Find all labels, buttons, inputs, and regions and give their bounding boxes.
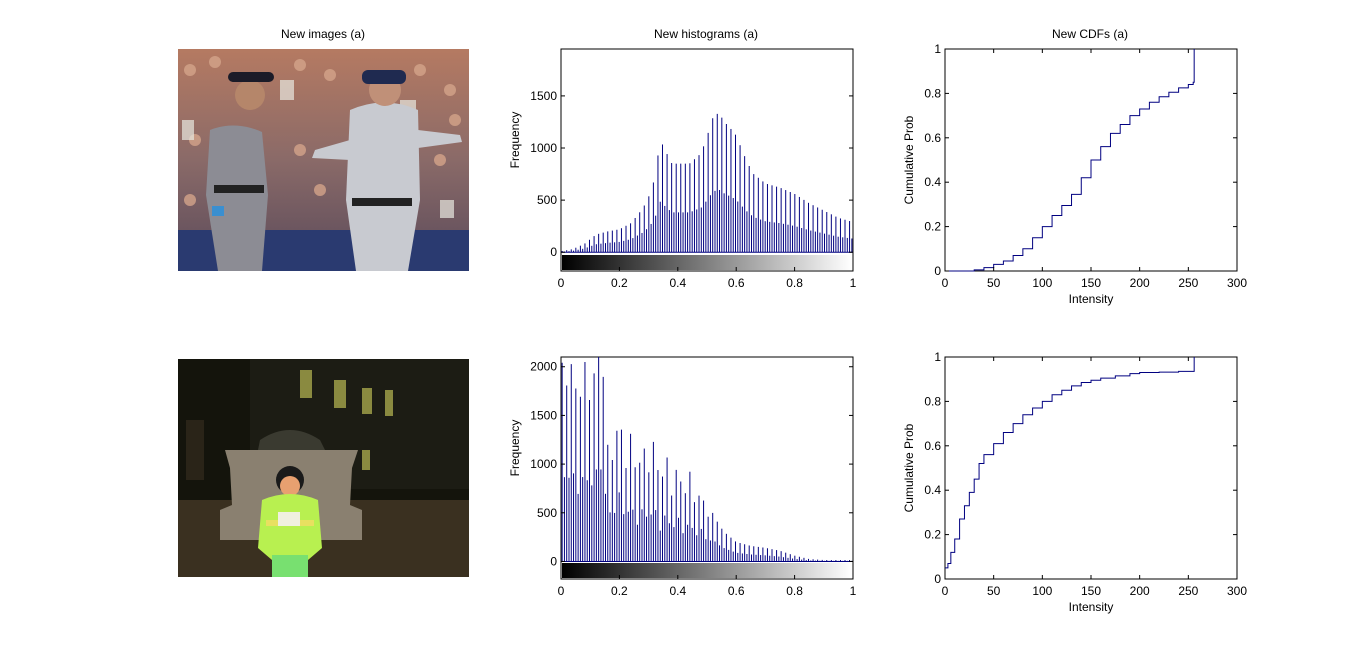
hist-bottom-ytick-label: 1000 (530, 457, 557, 471)
histogram-bottom: 0 500 1000 1500 2000 0 0.2 0.4 0.6 0.8 1 Frequency (508, 356, 857, 598)
cdf-bottom-ytick-label: 0.6 (924, 439, 941, 453)
cdf-bottom-xtick-label: 0 (942, 584, 949, 598)
cdf-top-xtick-label: 0 (942, 276, 949, 290)
hist-top-xtick-label: 0 (558, 276, 565, 290)
cdf-top-xtick-label: 300 (1227, 276, 1247, 290)
hist-top-ytick-label: 0 (550, 245, 557, 259)
hist-bottom-xtick-label: 0.4 (669, 584, 686, 598)
cdf-top-line (945, 49, 1195, 272)
cdf-bottom-ytick-label: 0.4 (924, 483, 941, 497)
hist-bottom-ytick-label: 500 (537, 506, 557, 520)
cdf-bottom-xtick-label: 100 (1032, 584, 1052, 598)
hist-bottom-ytick-label: 0 (550, 554, 557, 568)
cdf-bottom-xtick-label: 150 (1081, 584, 1101, 598)
cdf-top-ytick-label: 0.6 (924, 131, 941, 145)
hist-bottom-colorbar (562, 563, 852, 578)
hist-bottom-xtick-label: 0.6 (728, 584, 745, 598)
cdf-top-ytick-label: 0.2 (924, 220, 941, 234)
child-at-night-photo (178, 359, 469, 577)
cdf-bottom-xtick-label: 300 (1227, 584, 1247, 598)
cdf-top-xtick-label: 100 (1032, 276, 1052, 290)
cdf-top-ylabel: Cumulative Prob (902, 115, 916, 204)
col-title-cdfs: New CDFs (a) (1052, 27, 1128, 41)
cdf-top-ytick-label: 0 (934, 264, 941, 278)
cdf-bottom-xtick-label: 200 (1130, 584, 1150, 598)
hist-bottom-xtick-label: 1 (850, 584, 857, 598)
cdf-top: 0 0.2 0.4 0.6 0.8 1 0 50 100 150 200 250 300 Intensit… (902, 42, 1247, 306)
col-title-histograms: New histograms (a) (654, 27, 758, 41)
cdf-top-xtick-label: 200 (1130, 276, 1150, 290)
hist-bottom-ytick-label: 2000 (530, 360, 557, 374)
hist-top-ytick-label: 500 (537, 193, 557, 207)
baseball-umpire-and-manager-photo (178, 49, 469, 271)
hist-top-ylabel: Frequency (508, 112, 522, 169)
cdf-bottom-xlabel: Intensity (1069, 600, 1114, 614)
cdf-bottom-ylabel: Cumulative Prob (902, 423, 916, 512)
hist-bottom-axes-box (560, 356, 854, 580)
cdf-bottom-line (945, 357, 1195, 569)
cdf-bottom-ytick-label: 0.8 (924, 394, 941, 408)
hist-bottom-xtick-label: 0.8 (786, 584, 803, 598)
cdf-bottom: 0 0.2 0.4 0.6 0.8 1 0 50 100 150 200 250 300 Intensit… (902, 350, 1247, 614)
hist-top-xtick-label: 0.4 (669, 276, 686, 290)
cdf-bottom-axes-box (944, 356, 1238, 580)
cdf-top-ytick-label: 0.4 (924, 175, 941, 189)
cdf-top-ytick-label: 1 (934, 42, 941, 56)
hist-top-xtick-label: 0.8 (786, 276, 803, 290)
hist-top-ytick-label: 1500 (530, 89, 557, 103)
cdf-bottom-ytick-label: 0 (934, 572, 941, 586)
hist-top-xtick-label: 0.6 (728, 276, 745, 290)
hist-bottom-ylabel: Frequency (508, 420, 522, 477)
hist-bottom-xtick-label: 0.2 (611, 584, 628, 598)
hist-top-xtick-label: 1 (850, 276, 857, 290)
hist-top-ytick-label: 1000 (530, 141, 557, 155)
cdf-top-xlabel: Intensity (1069, 292, 1114, 306)
cdf-top-xtick-label: 150 (1081, 276, 1101, 290)
histogram-top: 0 500 1000 1500 0 0.2 0.4 0.6 0.8 1 Frequency (508, 48, 857, 290)
cdf-bottom-ytick-label: 1 (934, 350, 941, 364)
cdf-bottom-xtick-label: 250 (1178, 584, 1198, 598)
cdf-top-xtick-label: 250 (1178, 276, 1198, 290)
hist-top-axes-box (560, 48, 854, 272)
col-title-images: New images (a) (281, 27, 365, 41)
cdf-top-xtick-label: 50 (987, 276, 1001, 290)
hist-bottom-xtick-label: 0 (558, 584, 565, 598)
hist-bottom-ytick-label: 1500 (530, 408, 557, 422)
hist-top-xtick-label: 0.2 (611, 276, 628, 290)
cdf-top-ytick-label: 0.8 (924, 86, 941, 100)
hist-top-colorbar (562, 255, 852, 270)
cdf-bottom-ytick-label: 0.2 (924, 528, 941, 542)
cdf-bottom-xtick-label: 50 (987, 584, 1001, 598)
